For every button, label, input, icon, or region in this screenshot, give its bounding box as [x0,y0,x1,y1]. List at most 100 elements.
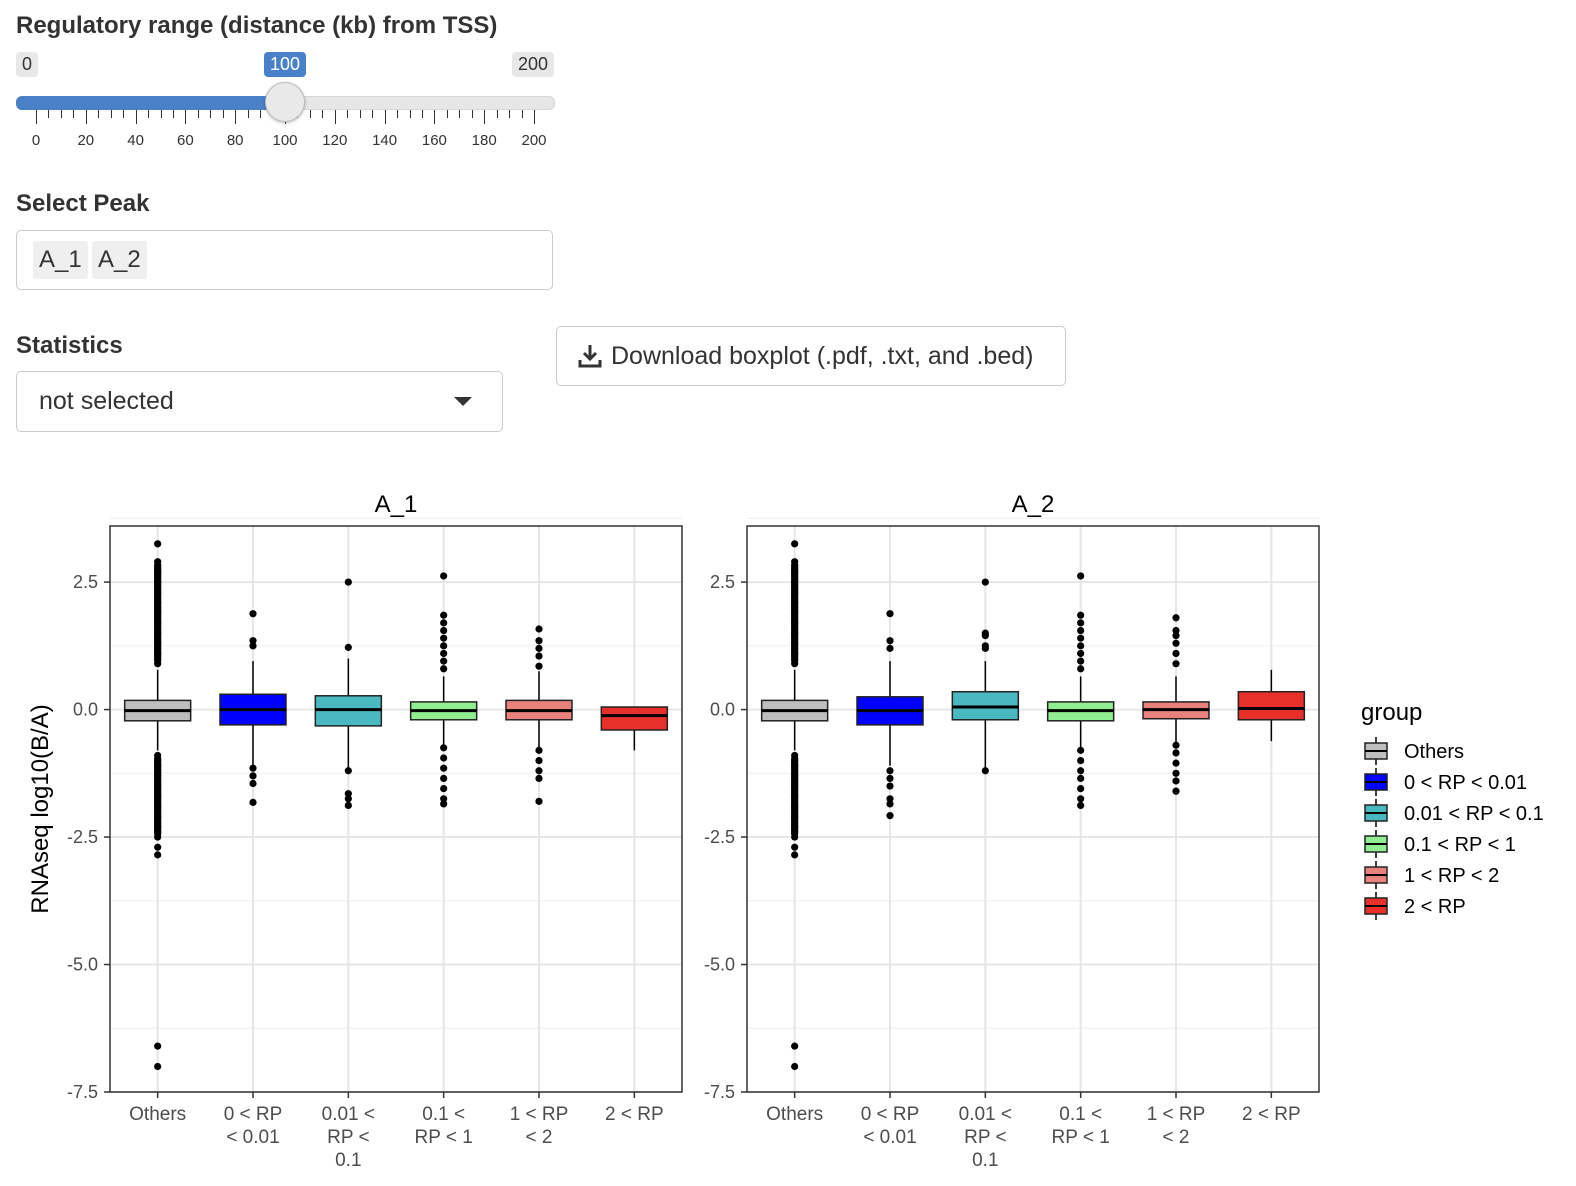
slider-tick [521,110,523,118]
panel-border [746,525,1320,1093]
outlier-point [1172,632,1180,640]
slider-handle[interactable] [265,82,305,122]
slider-tick [334,110,336,124]
outlier-point [440,619,448,627]
legend-entry-label: 0.1 < RP < 1 [1404,834,1516,856]
outlier-point [535,662,543,670]
y-tick-label: -7.5 [704,1082,735,1102]
outlier-point [981,644,989,652]
outlier-point [886,800,894,808]
outlier-point [1077,801,1085,810]
legend-entry-label: 2 < RP [1404,896,1466,918]
y-tick-label: -2.5 [704,827,735,847]
y-tick-label: 2.5 [710,572,735,592]
peak-chip[interactable]: A_1 [33,241,88,279]
slider-tick [347,110,349,118]
slider-tick [260,110,262,118]
peak-multiselect[interactable]: A_1 A_2 [16,230,553,290]
outlier-point [886,644,894,652]
outlier-point [791,1042,799,1050]
outlier-point [440,611,448,619]
outlier-point [1077,619,1085,627]
outlier-point [886,610,894,618]
caret-down-icon [454,397,472,406]
slider-tick [309,110,311,118]
outlier-point [535,797,543,805]
box-6 [1237,690,1306,721]
slider-tick [384,110,386,124]
outlier-point [1172,649,1180,658]
y-tick-label: -2.5 [67,827,98,847]
outlier-point [344,767,352,775]
legend-entry-label: 0 < RP < 0.01 [1404,772,1527,794]
outlier-point [981,632,989,640]
outlier-point [154,843,162,851]
slider-tick [73,110,75,118]
outlier-point [791,851,799,859]
outlier-point [535,652,543,660]
outlier-cluster [154,755,162,838]
outlier-point [1172,614,1180,622]
slider-tick [471,110,473,118]
statistics-select[interactable]: not selected [16,371,503,432]
slider-tick [372,110,374,118]
y-tick-label: -5.0 [67,955,98,975]
y-tick-label: -5.0 [704,955,735,975]
slider-tick [48,110,50,118]
slider-tick [359,110,361,118]
outlier-point [440,665,448,673]
x-tick-label: < 0.01 [226,1127,279,1148]
slider-tick-label: 160 [421,132,447,149]
slider-tick [235,110,237,124]
slider-tick [247,110,249,118]
x-tick-label: RP < [327,1127,369,1148]
outlier-point [1077,785,1085,793]
download-boxplot-button[interactable]: Download boxplot (.pdf, .txt, and .bed) [556,326,1066,386]
outlier-point [344,801,352,810]
outlier-point [1077,657,1085,665]
slider-tick [172,110,174,118]
outlier-point [249,642,257,650]
slider-tick [434,110,436,124]
slider-min-badge: 0 [16,52,39,77]
slider-tick [484,110,486,124]
slider-tick [210,110,212,118]
slider-tick-label: 40 [127,132,144,149]
slider-tick [496,110,498,118]
outlier-point [249,610,257,618]
outlier-point [886,767,894,775]
slider-tick [197,110,199,118]
slider-max-badge: 200 [512,52,555,77]
x-tick-label: 0.1 [972,1150,998,1171]
outlier-point [1172,626,1180,635]
slider-tick [185,110,187,124]
slider-tick [397,110,399,118]
boxplot-figure: RNAseq log10(B/A) A_1 2.5 0.0 -2.5 -5.0 -7.5 Ot… [27,491,1544,1171]
slider-tick [222,110,224,118]
outlier-point [886,637,894,645]
outlier-point [1077,572,1085,580]
outlier-point [440,744,448,752]
slider-tick [534,110,535,124]
outlier-point [535,774,543,783]
x-tick-label: 1 < RP [510,1104,569,1125]
outlier-point [1172,769,1180,777]
x-tick-label: < 2 [526,1127,553,1148]
slider-tick [123,110,125,118]
slider-tick [36,110,37,124]
x-tick-label: Others [129,1104,186,1125]
outlier-point [1077,756,1085,765]
outlier-point [154,1062,162,1071]
outlier-point [440,795,448,803]
outlier-point [249,764,257,772]
regulatory-range-slider[interactable]: 0 200 100 0 20 40 60 80 100 120 140 160 180 200 [16,48,556,158]
peak-chip[interactable]: A_2 [92,241,147,279]
outlier-point [440,626,448,635]
x-tick-label: RP < [964,1127,1006,1148]
x-tick-label: 2 < RP [605,1104,664,1125]
outlier-point [440,785,448,793]
outlier-point [1077,634,1085,642]
select-peak-label: Select Peak [16,190,150,217]
outlier-point [249,772,257,780]
outlier-point [344,790,352,798]
